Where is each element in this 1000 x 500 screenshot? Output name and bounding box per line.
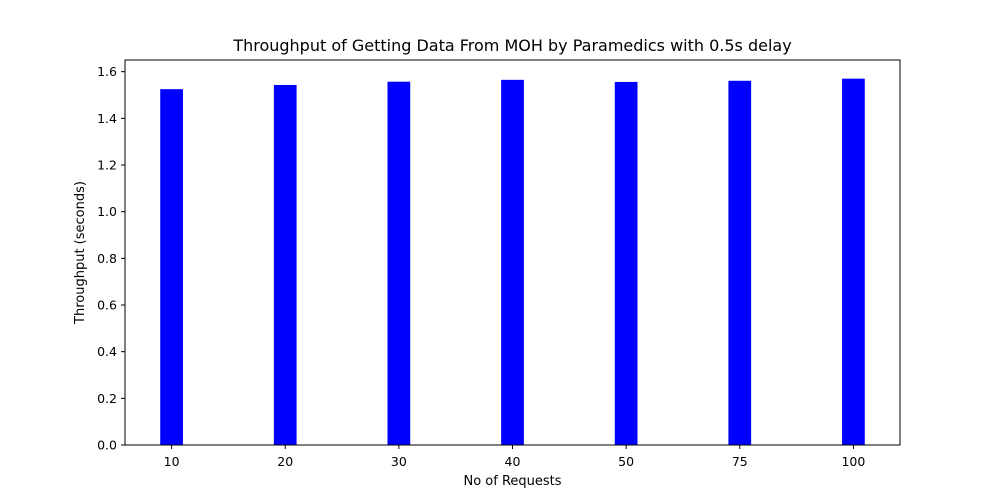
y-tick-label: 0.8 — [97, 251, 117, 266]
y-tick-label: 1.4 — [97, 111, 117, 126]
bar-40 — [501, 79, 524, 445]
y-tick-label: 1.0 — [97, 204, 117, 219]
bar-20 — [273, 84, 297, 445]
y-tick-label: 0.4 — [97, 344, 117, 359]
x-tick-label: 40 — [505, 454, 521, 469]
y-tick-label: 0.0 — [97, 438, 117, 453]
bar-50 — [614, 81, 638, 445]
y-axis-ticks: 0.0 0.2 0.4 0.6 0.8 1.0 1.2 1.4 1.6 — [97, 64, 125, 453]
x-tick-label: 75 — [732, 454, 748, 469]
bar-30 — [387, 81, 411, 445]
x-tick-label: 30 — [391, 454, 407, 469]
bars-group — [160, 78, 865, 446]
y-tick-label: 1.2 — [97, 158, 117, 173]
x-axis-label: No of Requests — [463, 474, 561, 489]
y-tick-label: 0.6 — [97, 298, 117, 313]
x-tick-label: 50 — [618, 454, 634, 469]
x-tick-label: 20 — [277, 454, 293, 469]
y-tick-label: 0.2 — [97, 391, 117, 406]
x-tick-label: 100 — [841, 454, 865, 469]
bar-100 — [842, 78, 865, 446]
bar-10 — [160, 89, 183, 446]
x-axis-ticks: 10 20 30 40 50 75 100 — [164, 445, 865, 469]
x-tick-label: 10 — [164, 454, 180, 469]
bar-75 — [728, 80, 752, 446]
y-axis-label: Throughput (seconds) — [73, 181, 88, 325]
chart-title: Throughput of Getting Data From MOH by P… — [232, 36, 791, 55]
y-tick-label: 1.6 — [97, 64, 117, 79]
plot-frame — [124, 59, 901, 446]
